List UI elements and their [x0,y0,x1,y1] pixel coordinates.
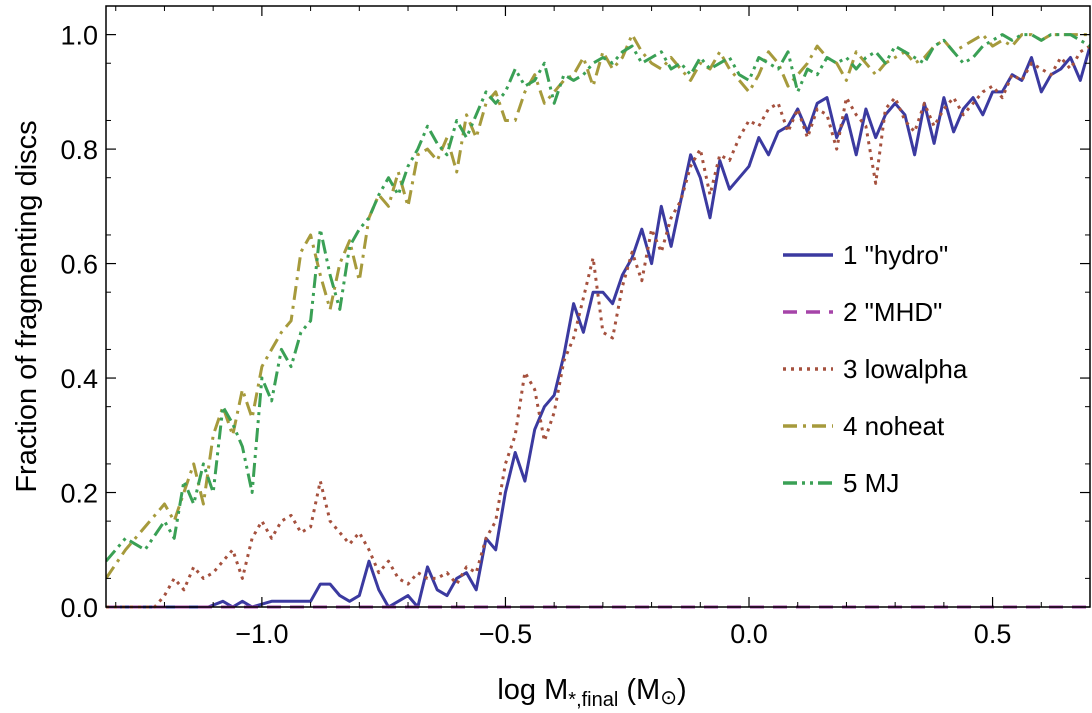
x-axis-title-subscript: *,final [568,689,618,711]
series-line-3 [106,44,1090,609]
legend-label-4: 4 noheat [843,411,945,441]
x-axis-title-unit-symbol: ⊙ [660,687,677,709]
legend-label-1: 1 "hydro" [843,240,948,270]
x-axis-title-unit-close: ) [677,674,687,706]
y-tick-label: 0.4 [60,364,98,394]
axis-ticks: 0.0 0.2 0.4 0.6 0.8 1.0 −1.0 −0.5 0.0 0.5 [60,5,1091,649]
series-line-5 [106,33,1090,563]
y-tick-label: 1.0 [60,21,98,51]
x-tick-label: 0.5 [974,619,1012,649]
x-tick-label: 0.0 [730,619,768,649]
x-tick-label: −1.0 [235,619,288,649]
legend-label-2: 2 "MHD" [843,297,942,327]
y-tick-label: 0.0 [60,593,98,623]
plot-frame [105,5,1091,608]
legend: 1 "hydro" 2 "MHD" 3 lowalpha 4 noheat 5 MJ [783,240,968,498]
x-axis-title-main: log M [497,674,568,706]
y-tick-label: 0.8 [60,135,98,165]
x-tick-label: −0.5 [479,619,532,649]
x-axis-title: log M*,final (M⊙) [497,674,686,711]
x-axis-title-unit-open: (M [618,674,660,706]
series-line-1 [106,45,1090,609]
y-tick-label: 0.2 [60,479,98,509]
y-axis-title: Fraction of fragmenting discs [11,120,43,492]
y-tick-label: 0.6 [60,250,98,280]
legend-label-5: 5 MJ [843,468,899,498]
legend-label-3: 3 lowalpha [843,354,968,384]
